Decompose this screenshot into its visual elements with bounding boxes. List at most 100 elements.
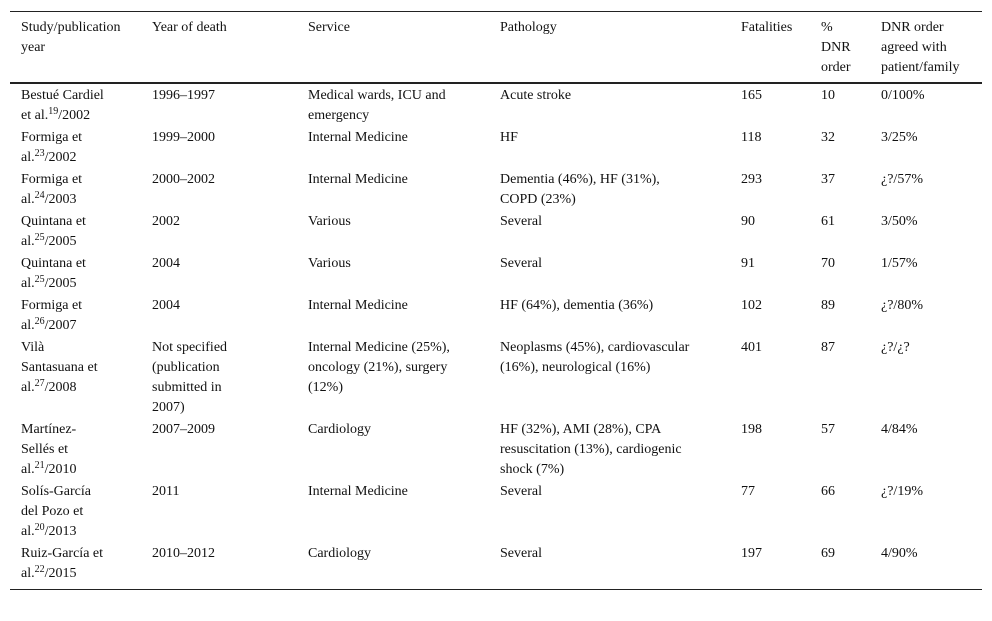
fatalities: 197 <box>741 546 762 561</box>
fatalities-cell: 165 <box>741 83 821 126</box>
dnr-agreed: 1/57% <box>881 256 918 271</box>
service-cell: Cardiology <box>308 418 500 480</box>
service-cell: Internal Medicine <box>308 168 500 210</box>
study-author: Vilà Santasuana et al. <box>21 340 98 395</box>
reference: 25 <box>34 274 45 285</box>
study-year: /2002 <box>44 150 77 165</box>
fatalities: 77 <box>741 484 755 499</box>
service-cell: Medical wards, ICU and emergency <box>308 83 500 126</box>
study-cell: Vilà Santasuana et al.27/2008 <box>10 336 152 418</box>
pathology: HF <box>500 130 518 145</box>
column-header: DNR order agreed with patient/family <box>881 12 982 84</box>
service: Internal Medicine <box>308 484 408 499</box>
dnr-agreed: 3/25% <box>881 130 918 145</box>
study-text: Formiga et al.23/2002 <box>21 128 109 168</box>
dnr-percent-cell: 89 <box>821 294 881 336</box>
study-text: Martínez-Sellés et al.21/2010 <box>21 420 109 480</box>
header-text: Pathology <box>500 20 557 35</box>
dnr-percent-cell: 37 <box>821 168 881 210</box>
year-of-death-cell: 2002 <box>152 210 308 252</box>
dnr-agreed: ¿?/¿? <box>881 340 910 355</box>
year-of-death-cell: 2004 <box>152 252 308 294</box>
pathology-cell: Several <box>500 210 741 252</box>
table-row: Solís-García del Pozo et al.20/2013 2011 I… <box>10 480 982 542</box>
data-table: Study/publication year Year of death Servi… <box>10 11 982 590</box>
study-author: Formiga et al. <box>21 298 83 333</box>
pathology-cell: HF (32%), AMI (28%), CPA resuscitation (… <box>500 418 741 480</box>
dnr-agreed: 0/100% <box>881 88 925 103</box>
column-header: Fatalities <box>741 12 821 84</box>
dnr-percent-cell: 57 <box>821 418 881 480</box>
dnr-agreed: ¿?/80% <box>881 298 923 313</box>
pathology: Dementia (46%), HF (31%), COPD (23%) <box>500 172 660 207</box>
pathology: Several <box>500 484 542 499</box>
dnr-percent-cell: 70 <box>821 252 881 294</box>
fatalities-cell: 91 <box>741 252 821 294</box>
study-author: Martínez-Sellés et al. <box>21 422 77 477</box>
year-of-death-cell: 1999–2000 <box>152 126 308 168</box>
year-of-death: 2011 <box>152 484 180 499</box>
study-cell: Martínez-Sellés et al.21/2010 <box>10 418 152 480</box>
study-cell: Formiga et al.24/2003 <box>10 168 152 210</box>
pathology-cell: Several <box>500 252 741 294</box>
reference: 24 <box>34 190 45 201</box>
table-row: Ruiz-García et al.22/2015 2010–2012 Cardio… <box>10 542 982 590</box>
dnr-agreed-cell: ¿?/80% <box>881 294 982 336</box>
study-text: Quintana et al.25/2005 <box>21 212 109 252</box>
service: Internal Medicine <box>308 130 408 145</box>
study-cell: Bestué Cardiel et al.19/2002 <box>10 83 152 126</box>
table-row: Formiga et al.23/2002 1999–2000 Internal M… <box>10 126 982 168</box>
fatalities-cell: 118 <box>741 126 821 168</box>
year-of-death: Not specified (publication submitted in … <box>152 340 228 415</box>
table-row: Quintana et al.25/2005 2004 Various Several… <box>10 252 982 294</box>
dnr-agreed: 3/50% <box>881 214 918 229</box>
service-cell: Internal Medicine <box>308 294 500 336</box>
dnr-percent: 69 <box>821 546 835 561</box>
study-year: /2005 <box>44 234 77 249</box>
pathology: Neoplasms (45%), cardiovascular (16%), n… <box>500 340 690 375</box>
header-text: DNR order agreed with patient/family <box>881 20 960 75</box>
dnr-percent-cell: 66 <box>821 480 881 542</box>
fatalities: 90 <box>741 214 755 229</box>
service: Various <box>308 256 351 271</box>
service-cell: Cardiology <box>308 542 500 590</box>
study-text: Quintana et al.25/2005 <box>21 254 109 294</box>
pathology-cell: HF <box>500 126 741 168</box>
dnr-agreed: 4/84% <box>881 422 918 437</box>
study-cell: Quintana et al.25/2005 <box>10 252 152 294</box>
fatalities-cell: 198 <box>741 418 821 480</box>
dnr-percent: 32 <box>821 130 835 145</box>
study-author: Solís-García del Pozo et al. <box>21 484 91 539</box>
dnr-percent: 89 <box>821 298 835 313</box>
study-year: /2010 <box>44 462 77 477</box>
study-author: Formiga et al. <box>21 172 83 207</box>
dnr-agreed-cell: 4/90% <box>881 542 982 590</box>
service: Cardiology <box>308 422 371 437</box>
service: Medical wards, ICU and emergency <box>308 88 446 123</box>
service-cell: Various <box>308 252 500 294</box>
dnr-agreed-cell: 1/57% <box>881 252 982 294</box>
study-year: /2015 <box>44 566 77 581</box>
header-text: Year of death <box>152 20 227 35</box>
study-year: /2003 <box>44 192 77 207</box>
pathology-cell: Acute stroke <box>500 83 741 126</box>
table-row: Martínez-Sellés et al.21/2010 2007–2009 Ca… <box>10 418 982 480</box>
fatalities: 102 <box>741 298 762 313</box>
fatalities-cell: 102 <box>741 294 821 336</box>
fatalities: 118 <box>741 130 762 145</box>
reference: 22 <box>34 564 45 575</box>
year-of-death-cell: 2010–2012 <box>152 542 308 590</box>
header-text: Fatalities <box>741 20 793 35</box>
dnr-percent: 87 <box>821 340 835 355</box>
table-header: Study/publication year Year of death Servi… <box>10 12 982 84</box>
fatalities: 198 <box>741 422 762 437</box>
dnr-agreed: ¿?/19% <box>881 484 923 499</box>
study-text: Solís-García del Pozo et al.20/2013 <box>21 482 109 542</box>
reference: 27 <box>34 378 45 389</box>
dnr-percent: 57 <box>821 422 835 437</box>
dnr-percent: 66 <box>821 484 835 499</box>
dnr-agreed-cell: 3/25% <box>881 126 982 168</box>
year-of-death-cell: 1996–1997 <box>152 83 308 126</box>
pathology-cell: Neoplasms (45%), cardiovascular (16%), n… <box>500 336 741 418</box>
year-of-death: 2000–2002 <box>152 172 215 187</box>
